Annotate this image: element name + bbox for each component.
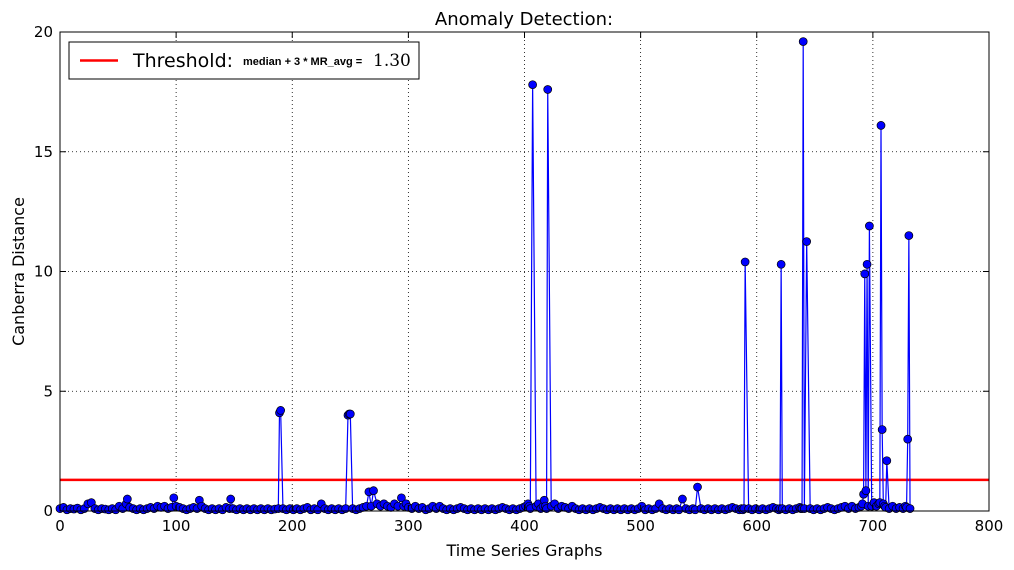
x-tick-label: 800 [975, 517, 1004, 535]
legend-threshold-label: Threshold: [132, 50, 233, 72]
x-tick-label: 100 [162, 517, 191, 535]
data-point [740, 257, 750, 267]
data-point [904, 231, 914, 240]
data-point [693, 482, 702, 492]
y-axis-label: Canberra Distance [9, 197, 28, 346]
data-point [877, 425, 887, 434]
x-tick-label: 500 [626, 517, 655, 535]
x-tick-label: 600 [742, 517, 771, 535]
chart-title: Anomaly Detection: [435, 9, 613, 30]
data-point [169, 493, 179, 503]
data-point [276, 406, 285, 415]
legend-box [68, 41, 420, 80]
data-point [122, 494, 132, 504]
series-layer [55, 37, 915, 515]
data-point [226, 494, 236, 504]
data-point [882, 456, 892, 466]
data-point [861, 486, 871, 495]
x-tick-label: 300 [394, 517, 423, 535]
data-point [802, 237, 812, 246]
x-tick-label: 700 [859, 517, 888, 535]
data-point [876, 121, 886, 130]
data-point [345, 409, 355, 419]
grid-layer [60, 32, 989, 511]
y-tick-label: 20 [34, 23, 53, 41]
data-point [865, 221, 874, 231]
data-point [528, 80, 537, 90]
data-point [776, 259, 786, 269]
legend: Threshold: median + 3 * MR_avg = 1.30 [68, 41, 420, 80]
x-tick-label: 0 [55, 517, 65, 535]
legend-threshold-formula: median + 3 * MR_avg = [243, 56, 362, 68]
data-point [397, 493, 406, 503]
x-tick-label: 400 [510, 517, 539, 535]
y-tick-label: 0 [43, 502, 53, 520]
data-point [862, 259, 872, 269]
x-axis-label: Time Series Graphs [446, 541, 603, 560]
y-tick-label: 15 [34, 143, 53, 161]
series-line [59, 41, 911, 511]
data-point [678, 494, 687, 504]
data-point [903, 434, 913, 444]
data-point [798, 37, 808, 46]
legend-threshold-value: 1.30 [373, 51, 411, 71]
x-tick-label: 200 [278, 517, 307, 535]
data-point [860, 269, 870, 279]
y-tick-label: 10 [34, 263, 53, 281]
data-point [369, 486, 378, 495]
tick-layer: 0 100 200 300 400 500 600 700 800 0 5 10 15 20 [34, 23, 1003, 535]
y-tick-label: 5 [43, 382, 53, 400]
data-point [543, 85, 553, 94]
